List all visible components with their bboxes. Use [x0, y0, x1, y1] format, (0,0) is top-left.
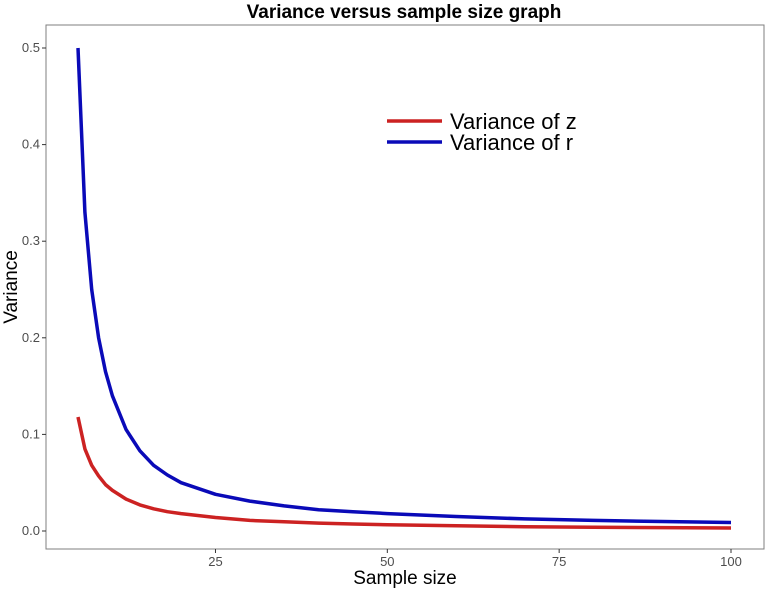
plot-border [45, 24, 765, 550]
y-tick-label: 0.4 [22, 137, 40, 152]
x-axis: 25 50 75 100 [208, 549, 742, 569]
x-tick-label: 75 [552, 554, 566, 569]
y-tick-label: 0.1 [22, 426, 40, 441]
legend-label: Variance of r [450, 130, 573, 155]
series-layer [76, 47, 732, 530]
legend-label: Variance of z [450, 109, 577, 134]
series-line-variance-of-r [76, 47, 732, 525]
y-axis: 0.0 0.1 0.2 0.3 0.4 0.5 [22, 40, 46, 538]
x-tick-label: 100 [720, 554, 742, 569]
x-tick-label: 50 [380, 554, 394, 569]
y-tick-label: 0.2 [22, 330, 40, 345]
x-axis-title: Sample size [353, 568, 457, 589]
y-axis-title: Variance [1, 250, 22, 324]
chart-title: Variance versus sample size graph [247, 2, 562, 23]
series-line-variance-of-z [76, 416, 732, 530]
x-tick-label: 25 [208, 554, 222, 569]
y-tick-label: 0.0 [22, 523, 40, 538]
y-tick-label: 0.5 [22, 40, 40, 55]
y-tick-label: 0.3 [22, 233, 40, 248]
